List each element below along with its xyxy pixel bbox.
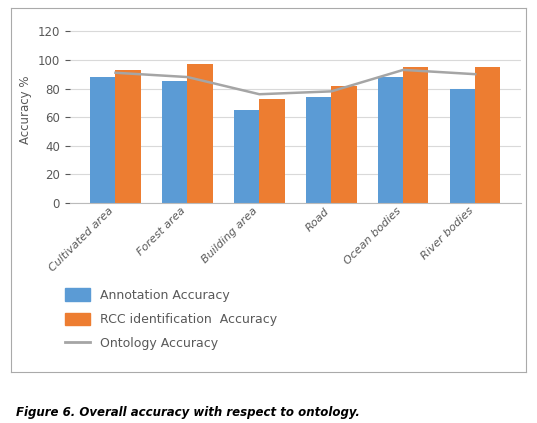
Bar [306,97,331,203]
Y-axis label: Accuracy %: Accuracy % [19,76,32,144]
Bar [187,64,213,203]
Bar [331,85,357,203]
Bar [90,77,115,203]
Bar [378,77,403,203]
Bar [259,99,285,203]
Bar [403,67,429,203]
Bar [162,81,187,203]
Bar [234,110,259,203]
Bar [115,70,141,203]
Legend: Annotation Accuracy, RCC identification  Accuracy, Ontology Accuracy: Annotation Accuracy, RCC identification … [60,283,282,355]
Bar [450,88,475,203]
Text: Figure 6. Overall accuracy with respect to ontology.: Figure 6. Overall accuracy with respect … [16,406,360,419]
Bar [475,67,500,203]
